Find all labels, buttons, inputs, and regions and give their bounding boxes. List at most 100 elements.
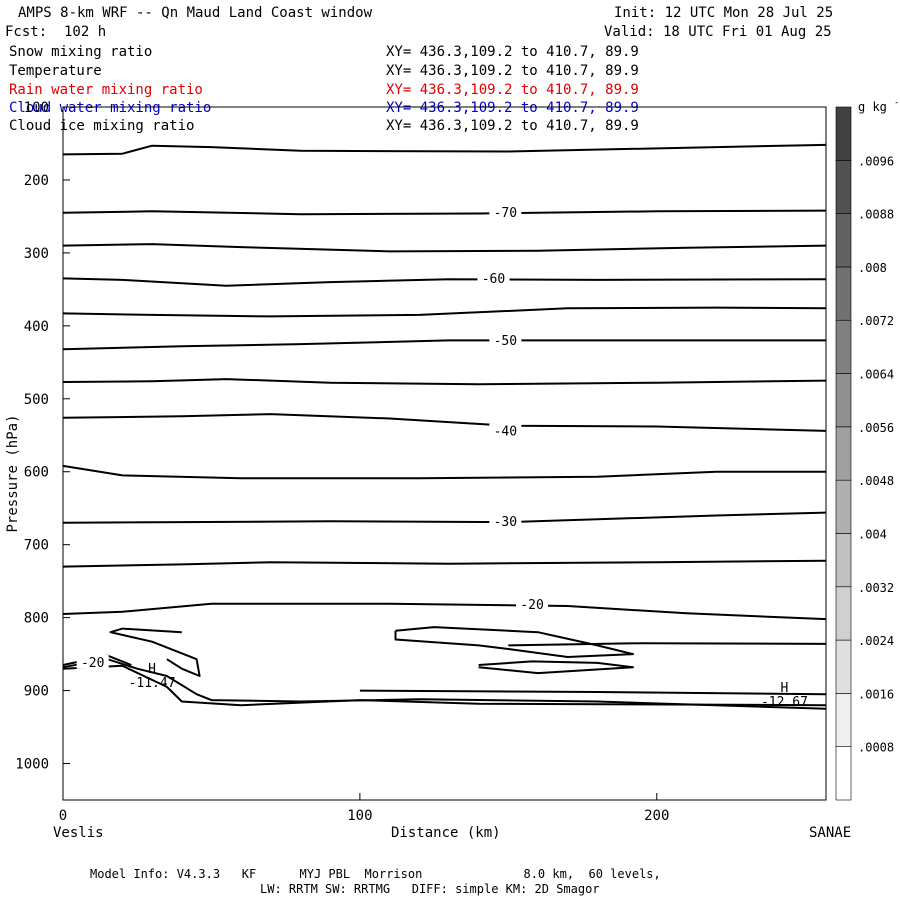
- x-axis: 0 100 200: [59, 793, 669, 824]
- field-snow-name: Snow mixing ratio: [9, 44, 153, 60]
- footer-model-info: Model Info: V4.3.3 KF MYJ PBL Morrison 8…: [90, 867, 661, 881]
- temperature-contour: [508, 642, 827, 647]
- y-tick-label: 1000: [15, 757, 49, 773]
- colorbar-swatch: [835, 693, 852, 747]
- contour-labels: -70 -60 -50 -40 -30 -20 -20: [76, 204, 549, 671]
- colorbar-swatch: [835, 426, 852, 481]
- colorbar-swatch: [835, 160, 852, 214]
- colorbar-unit: g kg: [858, 100, 887, 114]
- colorbar-tick-label: .0024: [858, 634, 894, 648]
- colorbar-tick-label: .0016: [858, 687, 894, 701]
- x-axis-title: Distance (km): [391, 825, 501, 841]
- contour-label: -60: [482, 272, 505, 287]
- contour-label-bg: [489, 204, 522, 219]
- y-tick-label: 300: [24, 246, 49, 262]
- left-endpoint-label: Veslis: [53, 825, 104, 841]
- contour-label-bg: [76, 654, 109, 669]
- high-value-label: -11.47: [129, 676, 176, 691]
- contour-label-bg: [477, 271, 510, 286]
- y-tick-label: 500: [24, 392, 49, 408]
- contour-label-bg: [516, 597, 549, 612]
- colorbar-swatch: [835, 586, 852, 641]
- contour-label-bg: [489, 423, 522, 438]
- contour-label-bg: [489, 333, 522, 348]
- footer-physics-info: LW: RRTM SW: RRTMG DIFF: simple KM: 2D S…: [260, 882, 600, 896]
- colorbar-tick-label: .0032: [858, 581, 894, 595]
- contour-label: -40: [494, 425, 517, 440]
- temperature-contour: [62, 306, 827, 318]
- contour-label: -50: [494, 334, 517, 349]
- field-cloudwater-name: Cloud water mixing ratio: [9, 100, 212, 116]
- colorbar-swatch: [835, 319, 852, 374]
- y-tick-label: 200: [24, 173, 49, 189]
- colorbar-tick-label: .0072: [858, 314, 894, 328]
- extrema-markers: H-11.47 H-12.67: [129, 662, 808, 710]
- chart-title: AMPS 8-km WRF -- Qn Maud Land Coast wind…: [18, 5, 373, 21]
- temperature-contour: [394, 626, 634, 658]
- y-axis-title: Pressure (hPa): [5, 414, 21, 532]
- temperature-contour: [478, 660, 634, 675]
- y-tick-label: 400: [24, 319, 49, 335]
- temperature-contour: [62, 464, 826, 480]
- contour-label: -30: [494, 515, 517, 530]
- contour-label: -70: [494, 206, 517, 221]
- colorbar-tick-label: .008: [858, 261, 887, 275]
- init-time: Init: 12 UTC Mon 28 Jul 25: [614, 5, 834, 21]
- colorbar-swatch: [835, 266, 852, 321]
- colorbar-tick-label: .0056: [858, 421, 894, 435]
- temperature-contour: [62, 658, 827, 710]
- contour-label: -20: [81, 656, 104, 671]
- field-cloudwater-xy: XY= 436.3,109.2 to 410.7, 89.9: [386, 100, 639, 116]
- colorbar-swatch: [835, 373, 852, 428]
- temperature-contour: [359, 689, 827, 696]
- field-snow-xy: XY= 436.3,109.2 to 410.7, 89.9: [386, 44, 639, 60]
- temperature-contour: [62, 602, 827, 621]
- colorbar: .0008 .0016 .0024 .0032 .004 .0048 .0056 .0064.…: [835, 98, 900, 801]
- temperature-contour: [62, 664, 827, 707]
- field-temperature-xy: XY= 436.3,109.2 to 410.7, 89.9: [386, 63, 639, 79]
- colorbar-swatch: [835, 746, 852, 801]
- colorbar-tick-label: .0088: [858, 208, 894, 222]
- plot-border: [62, 106, 827, 801]
- temperature-contour: [62, 378, 827, 386]
- temperature-contour: [62, 243, 827, 253]
- x-tick-label: 200: [644, 808, 669, 824]
- field-rain-xy: XY= 436.3,109.2 to 410.7, 89.9: [386, 82, 639, 98]
- colorbar-swatch: [835, 479, 852, 534]
- field-temperature-name: Temperature: [9, 63, 102, 79]
- field-cloudice-xy: XY= 436.3,109.2 to 410.7, 89.9: [386, 118, 639, 134]
- temperature-contour: [62, 559, 827, 568]
- high-marker: H: [148, 662, 156, 677]
- temperature-contour: [109, 627, 201, 677]
- y-tick-label: 700: [24, 538, 49, 554]
- colorbar-swatch: [835, 533, 852, 588]
- contour-label-bg: [489, 514, 522, 529]
- x-tick-label: 0: [59, 808, 67, 824]
- y-tick-label: 100: [24, 100, 49, 116]
- temperature-contour: [62, 277, 827, 287]
- field-rain-name: Rain water mixing ratio: [9, 82, 203, 98]
- contour-label: -20: [520, 598, 543, 613]
- colorbar-tick-label: .0008: [858, 741, 894, 755]
- temperature-contour: [62, 209, 827, 216]
- temperature-contours: [62, 143, 827, 710]
- colorbar-tick-label: .0064: [858, 368, 894, 382]
- plot-frame: [62, 106, 827, 801]
- field-cloudice-name: Cloud ice mixing ratio: [9, 118, 195, 134]
- temperature-contour: [62, 413, 827, 432]
- temperature-contour: [62, 339, 826, 351]
- y-axis: 100 200 300 400 500 600 700 800 900 1000 Pressure …: [5, 100, 70, 773]
- colorbar-swatch: [835, 639, 852, 694]
- high-marker: H: [781, 681, 789, 696]
- y-tick-label: 800: [24, 611, 49, 627]
- y-tick-label: 900: [24, 684, 49, 700]
- colorbar-swatch: [835, 213, 852, 268]
- colorbar-unit-superscript: -1: [894, 98, 900, 108]
- temperature-contour: [62, 143, 827, 156]
- valid-time: Valid: 18 UTC Fri 01 Aug 25: [604, 24, 832, 40]
- forecast-hour: Fcst: 102 h: [5, 24, 107, 40]
- colorbar-tick-label: .0048: [858, 474, 894, 488]
- y-tick-label: 600: [24, 465, 49, 481]
- colorbar-tick-label: .004: [858, 527, 887, 541]
